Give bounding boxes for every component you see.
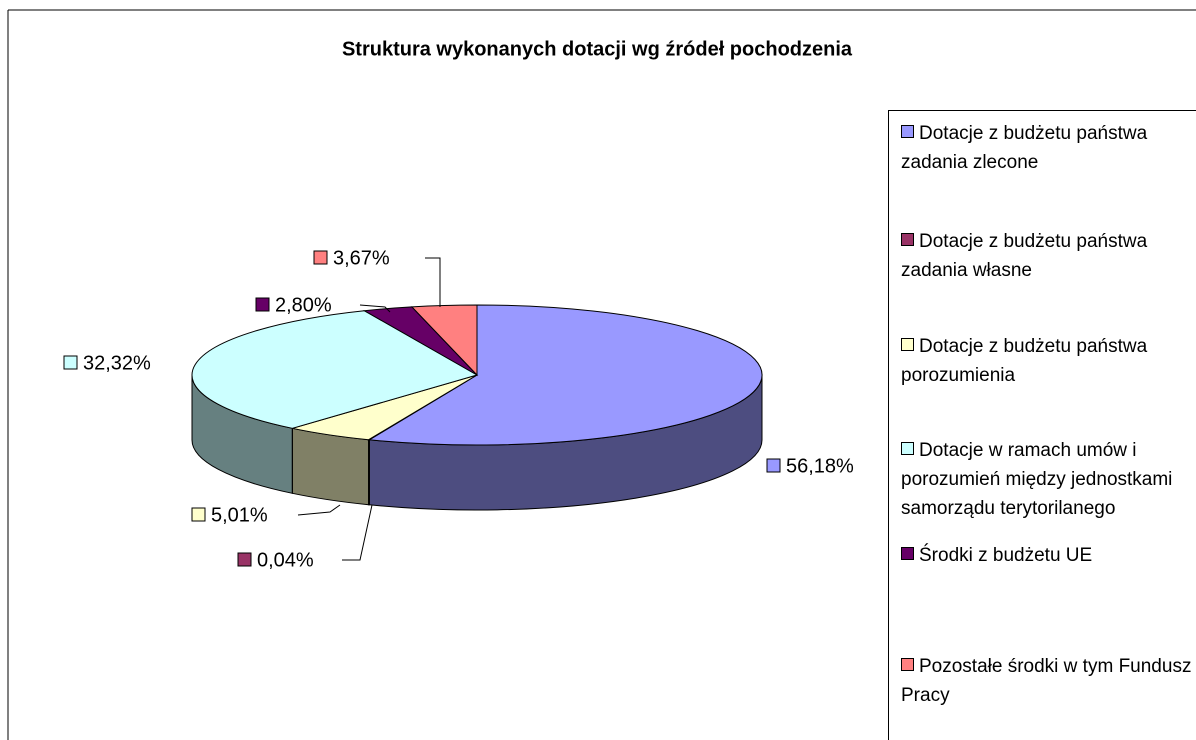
chart-title: Struktura wykonanych dotacji wg źródeł p…: [342, 38, 853, 60]
legend-item: Środki z budżetu UE: [901, 541, 1196, 570]
legend-swatch: [901, 547, 914, 560]
data-label: 3,67%: [333, 247, 390, 269]
legend-item: Dotacje z budżetu państwa zadania własne: [901, 227, 1196, 285]
leader-line: [425, 257, 441, 307]
label-swatch: [766, 458, 781, 473]
label-swatch: [313, 250, 328, 265]
legend-item: Dotacje w ramach umów i porozumień międz…: [901, 436, 1196, 523]
legend-label: Dotacje z budżetu państwa zadania własne: [901, 231, 1148, 281]
pie-slice: [191, 310, 479, 429]
leader-line: [359, 304, 391, 313]
data-label: 0,04%: [257, 549, 314, 571]
data-label: 32,32%: [83, 352, 151, 374]
legend-label: Dotacje z budżetu państwa porozumienia: [901, 336, 1148, 386]
label-swatch: [255, 297, 270, 312]
legend-label: Dotacje z budżetu państwa zadania zlecon…: [901, 123, 1148, 173]
pie-slice: [367, 304, 763, 446]
pie-side: [291, 427, 370, 506]
legend-swatch: [901, 233, 914, 246]
pie-slice: [410, 304, 478, 377]
label-swatch: [191, 507, 206, 522]
legend: Dotacje z budżetu państwa zadania zlecon…: [888, 110, 1196, 740]
legend-label: Dotacje w ramach umów i porozumień międz…: [901, 440, 1173, 519]
leader-line: [342, 504, 373, 561]
data-label: 5,01%: [211, 504, 268, 526]
legend-swatch: [901, 125, 914, 138]
legend-swatch: [901, 442, 914, 455]
legend-item: Pozostałe środki w tym Fundusz Pracy: [901, 652, 1196, 710]
legend-swatch: [901, 338, 914, 351]
data-label: 2,80%: [275, 294, 332, 316]
legend-item: Dotacje z budżetu państwa porozumienia: [901, 332, 1196, 390]
label-swatch: [63, 355, 78, 370]
legend-item: Dotacje z budżetu państwa zadania zlecon…: [901, 119, 1196, 177]
legend-swatch: [901, 658, 914, 671]
data-label: 56,18%: [786, 455, 854, 477]
label-swatch: [237, 552, 252, 567]
legend-label: Pozostałe środki w tym Fundusz Pracy: [901, 656, 1192, 706]
leader-line: [297, 504, 341, 516]
legend-label: Środki z budżetu UE: [919, 545, 1093, 566]
